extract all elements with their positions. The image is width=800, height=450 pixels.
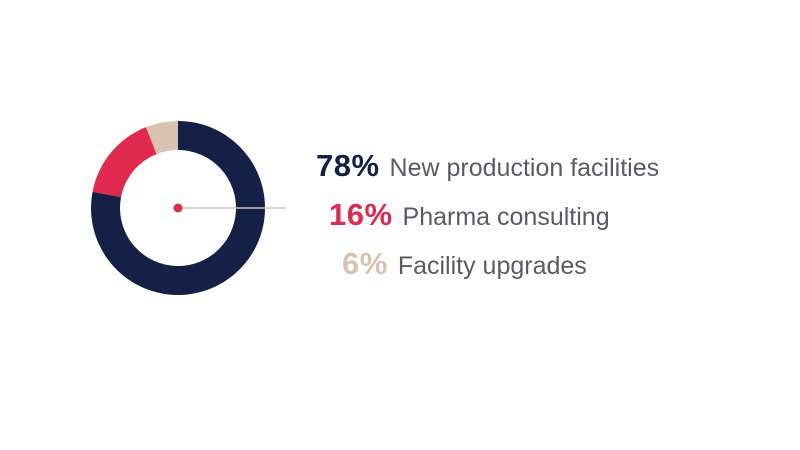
legend-row-facility-upgrades: 6% Facility upgrades [342, 246, 587, 282]
legend-label: Pharma consulting [402, 203, 610, 231]
legend-percent: 16% [329, 197, 393, 232]
donut-slice-2 [145, 121, 178, 155]
legend-percent: 78% [316, 148, 380, 183]
legend-percent: 6% [342, 246, 388, 281]
donut-slice-1 [92, 127, 157, 198]
legend-label: New production facilities [389, 154, 660, 182]
center-dot [173, 203, 183, 213]
legend-label: Facility upgrades [397, 252, 587, 280]
legend-row-pharma-consulting: 16% Pharma consulting [329, 197, 610, 233]
donut-slice-0 [90, 121, 266, 295]
legend-row-new-production: 78% New production facilities [316, 148, 659, 184]
